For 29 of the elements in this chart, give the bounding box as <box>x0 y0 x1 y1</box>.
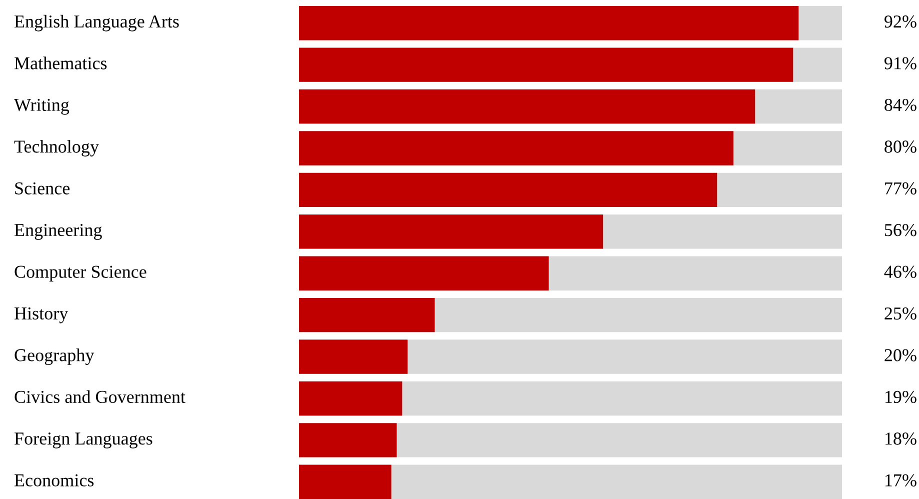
data-label: 17% <box>885 474 916 486</box>
y-tick-label: Foreign Languages <box>14 432 152 448</box>
data-label: 19% <box>885 390 916 404</box>
data-label: 20% <box>884 349 916 362</box>
data-label: 84% <box>884 98 916 112</box>
y-tick-label: Science <box>15 182 70 194</box>
y-tick-label: Technology <box>14 140 99 156</box>
data-label: 92% <box>884 15 916 28</box>
y-tick-label: History <box>14 307 68 324</box>
y-tick-label: Computer Science <box>14 266 146 282</box>
data-label: 25% <box>884 307 916 320</box>
y-tick-label: Civics and Government <box>14 390 186 403</box>
y-tick-label: Mathematics <box>14 56 107 70</box>
bar <box>299 298 435 332</box>
y-tick-label: English Language Arts <box>14 14 179 32</box>
data-label: 56% <box>884 224 916 236</box>
bar <box>299 340 408 374</box>
data-label: 18% <box>885 432 916 445</box>
data-label: 77% <box>885 182 916 195</box>
data-label: 46% <box>884 266 916 278</box>
y-tick-label: Economics <box>14 474 94 486</box>
data-label: 91% <box>884 57 916 70</box>
data-label: 80% <box>884 140 916 153</box>
y-tick-label: Geography <box>14 348 94 365</box>
y-tick-label: Engineering <box>14 224 102 240</box>
bar <box>299 464 392 499</box>
bar <box>299 381 402 416</box>
y-tick-label: Writing <box>14 98 70 115</box>
bar <box>299 423 397 458</box>
